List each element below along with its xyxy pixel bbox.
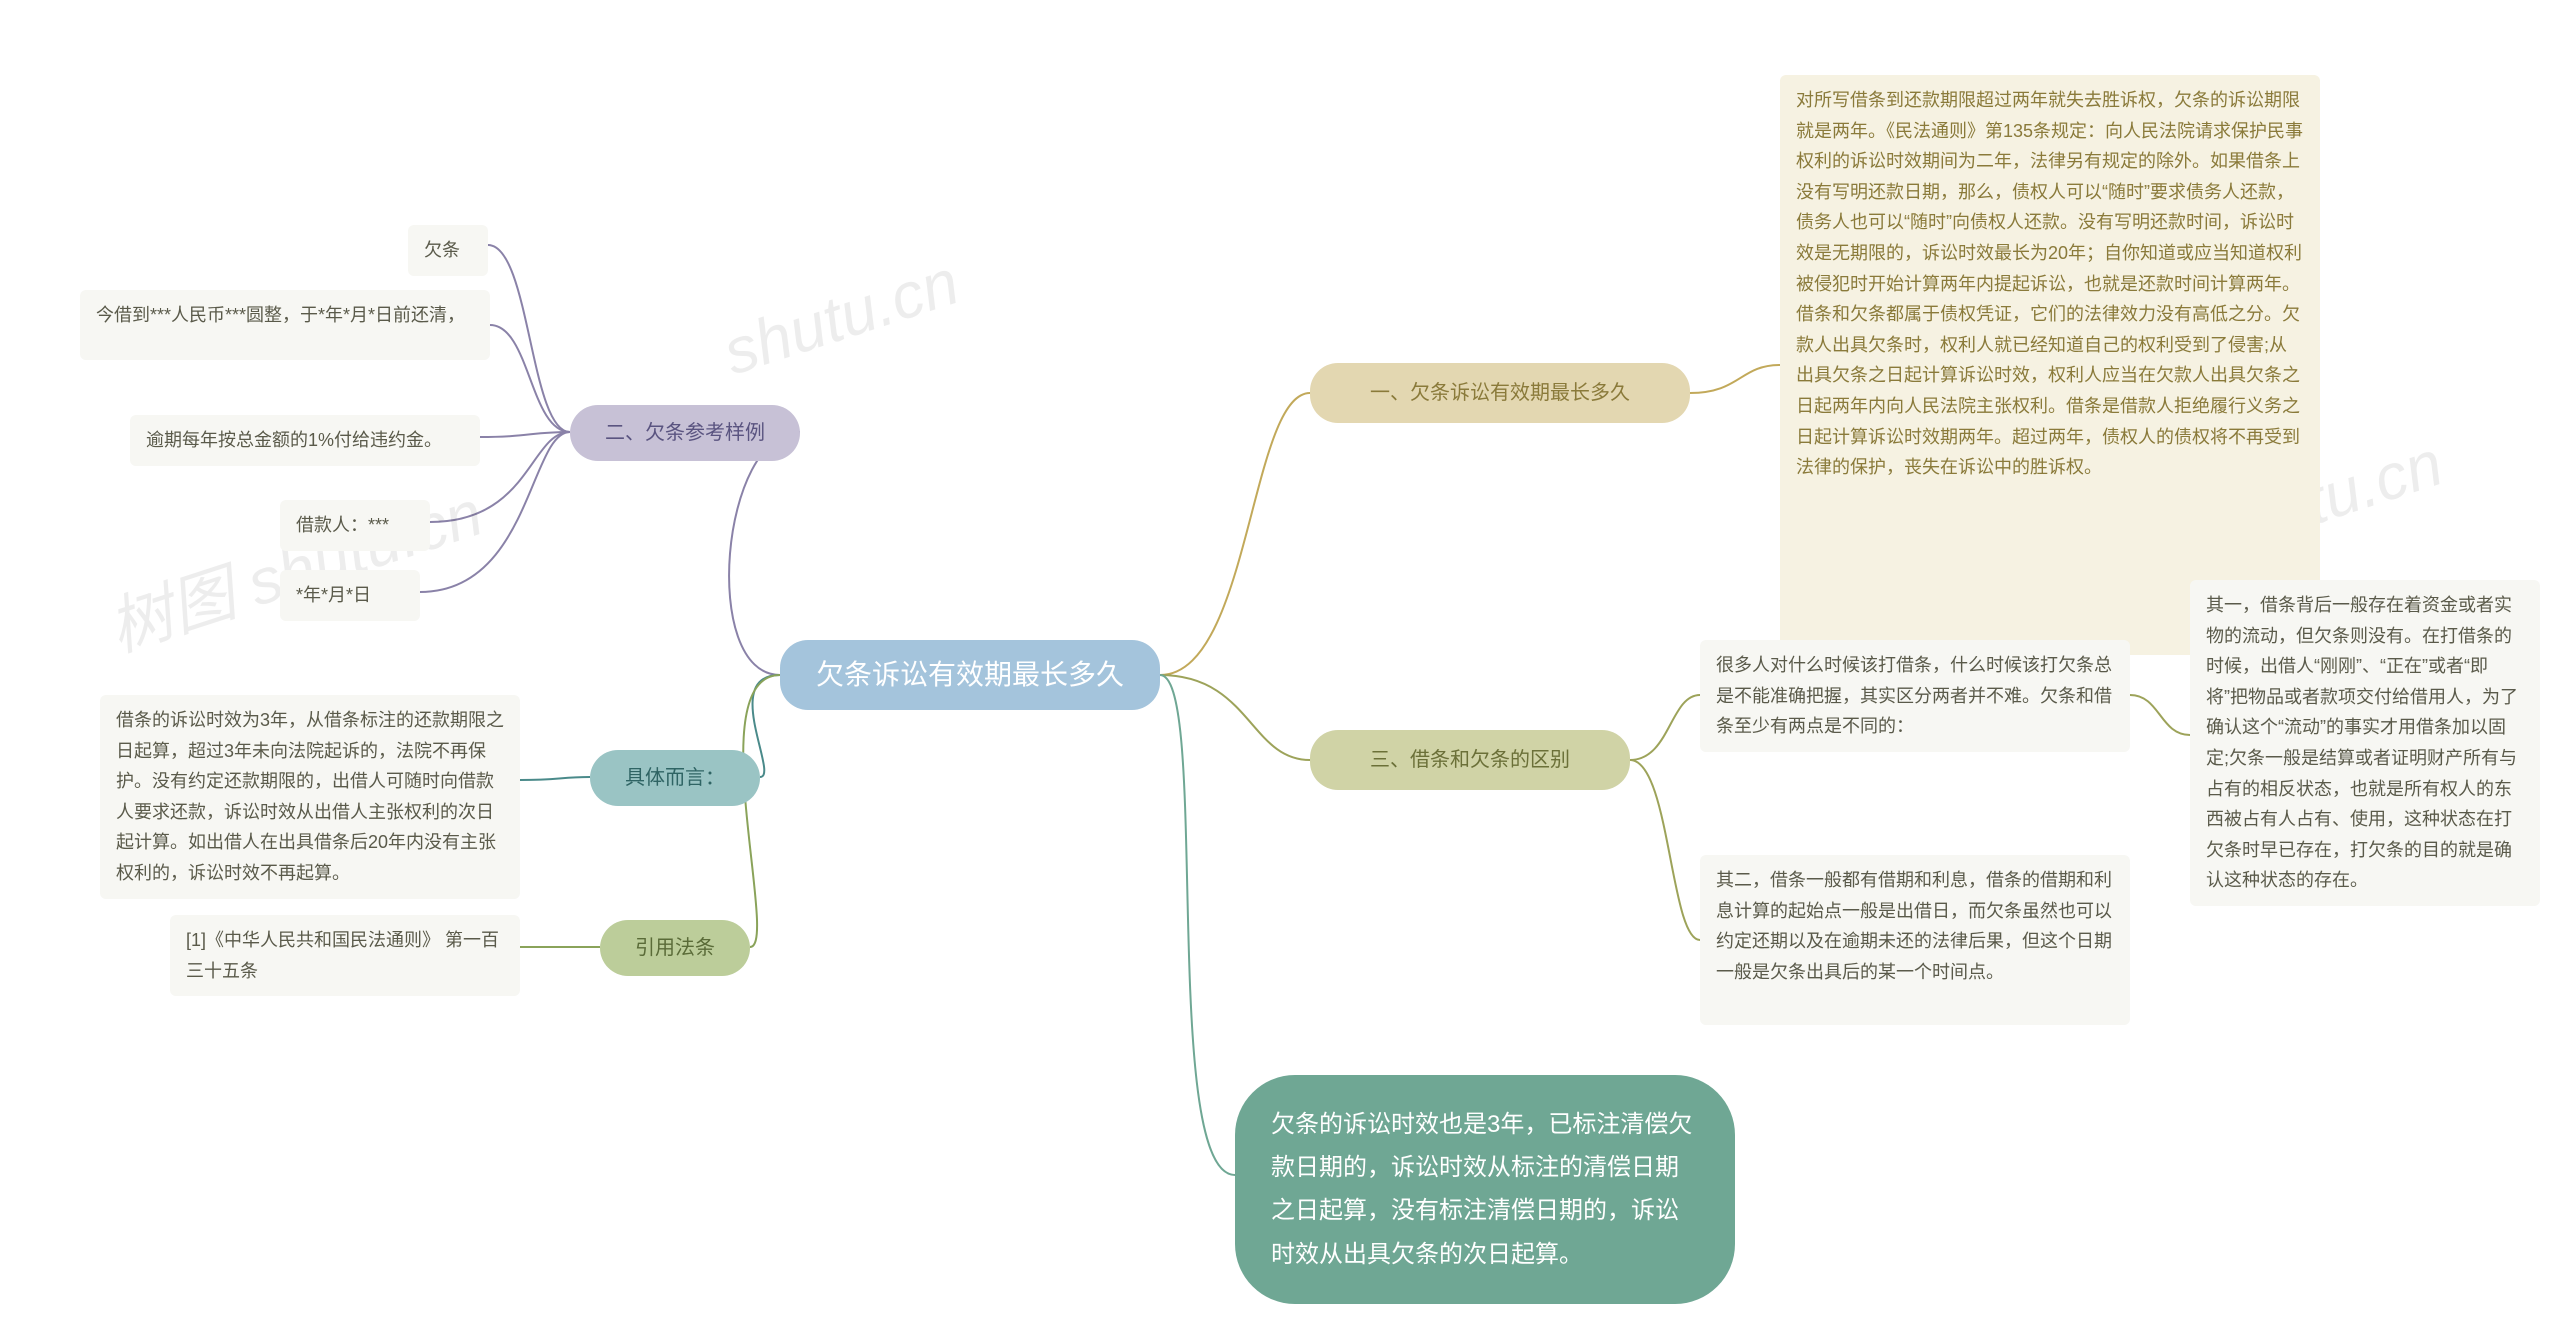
edge [480, 432, 570, 437]
branch-2-label: 二、欠条参考样例 [605, 417, 765, 449]
branch-2-item-1: 欠条 [408, 225, 488, 276]
edge [1690, 365, 1780, 393]
watermark: 树图 shutu.cn [95, 462, 492, 669]
branch-2[interactable]: 二、欠条参考样例 [570, 405, 800, 461]
edge [1160, 675, 1235, 1175]
branch-3-intro: 很多人对什么时候该打借条，什么时候该打欠条总是不能准确把握，其实区分两者并不难。… [1700, 640, 2130, 752]
watermark: shutu.cn [714, 244, 967, 389]
edge [1630, 760, 1700, 940]
branch-2-item-2: 今借到***人民币***圆整，于*年*月*日前还清， [80, 290, 490, 360]
branch-law-label: 引用法条 [635, 932, 715, 964]
branch-detail-text: 借条的诉讼时效为3年，从借条标注的还款期限之日起算，超过3年未向法院起诉的，法院… [100, 695, 520, 899]
branch-law-text: [1]《中华人民共和国民法通则》 第一百三十五条 [170, 915, 520, 996]
center-topic[interactable]: 欠条诉讼有效期最长多久 [780, 640, 1160, 710]
branch-3[interactable]: 三、借条和欠条的区别 [1310, 730, 1630, 790]
edge [1630, 695, 1700, 760]
branch-3-label: 三、借条和欠条的区别 [1370, 744, 1570, 776]
branch-2-item-5: *年*月*日 [280, 570, 420, 621]
branch-law[interactable]: 引用法条 [600, 920, 750, 976]
branch-1-detail: 对所写借条到还款期限超过两年就失去胜诉权，欠条的诉讼期限就是两年。《民法通则》第… [1780, 75, 2320, 655]
edge [1160, 393, 1310, 675]
branch-1[interactable]: 一、欠条诉讼有效期最长多久 [1310, 363, 1690, 423]
branch-summary-text: 欠条的诉讼时效也是3年，已标注清偿欠款日期的，诉讼时效从标注的清偿日期之日起算，… [1271, 1103, 1699, 1276]
branch-2-item-3: 逾期每年按总金额的1%付给违约金。 [130, 415, 480, 466]
edge [753, 675, 780, 777]
branch-2-item-4: 借款人：*** [280, 500, 430, 551]
branch-3-diff-1: 其一，借条背后一般存在着资金或者实物的流动，但欠条则没有。在打借条的时候，出借人… [2190, 580, 2540, 906]
center-topic-text: 欠条诉讼有效期最长多久 [816, 653, 1124, 698]
edge [488, 245, 570, 432]
branch-1-label: 一、欠条诉讼有效期最长多久 [1370, 377, 1630, 409]
edge [490, 325, 570, 432]
edge [729, 432, 800, 675]
branch-detail[interactable]: 具体而言： [590, 750, 760, 806]
edge [2130, 695, 2190, 735]
branch-detail-label: 具体而言： [625, 762, 725, 794]
branch-summary[interactable]: 欠条的诉讼时效也是3年，已标注清偿欠款日期的，诉讼时效从标注的清偿日期之日起算，… [1235, 1075, 1735, 1304]
branch-3-diff-2: 其二，借条一般都有借期和利息，借条的借期和利息计算的起始点一般是出借日，而欠条虽… [1700, 855, 2130, 1025]
edge [520, 777, 590, 780]
edge [743, 675, 780, 947]
edge [1160, 675, 1310, 760]
